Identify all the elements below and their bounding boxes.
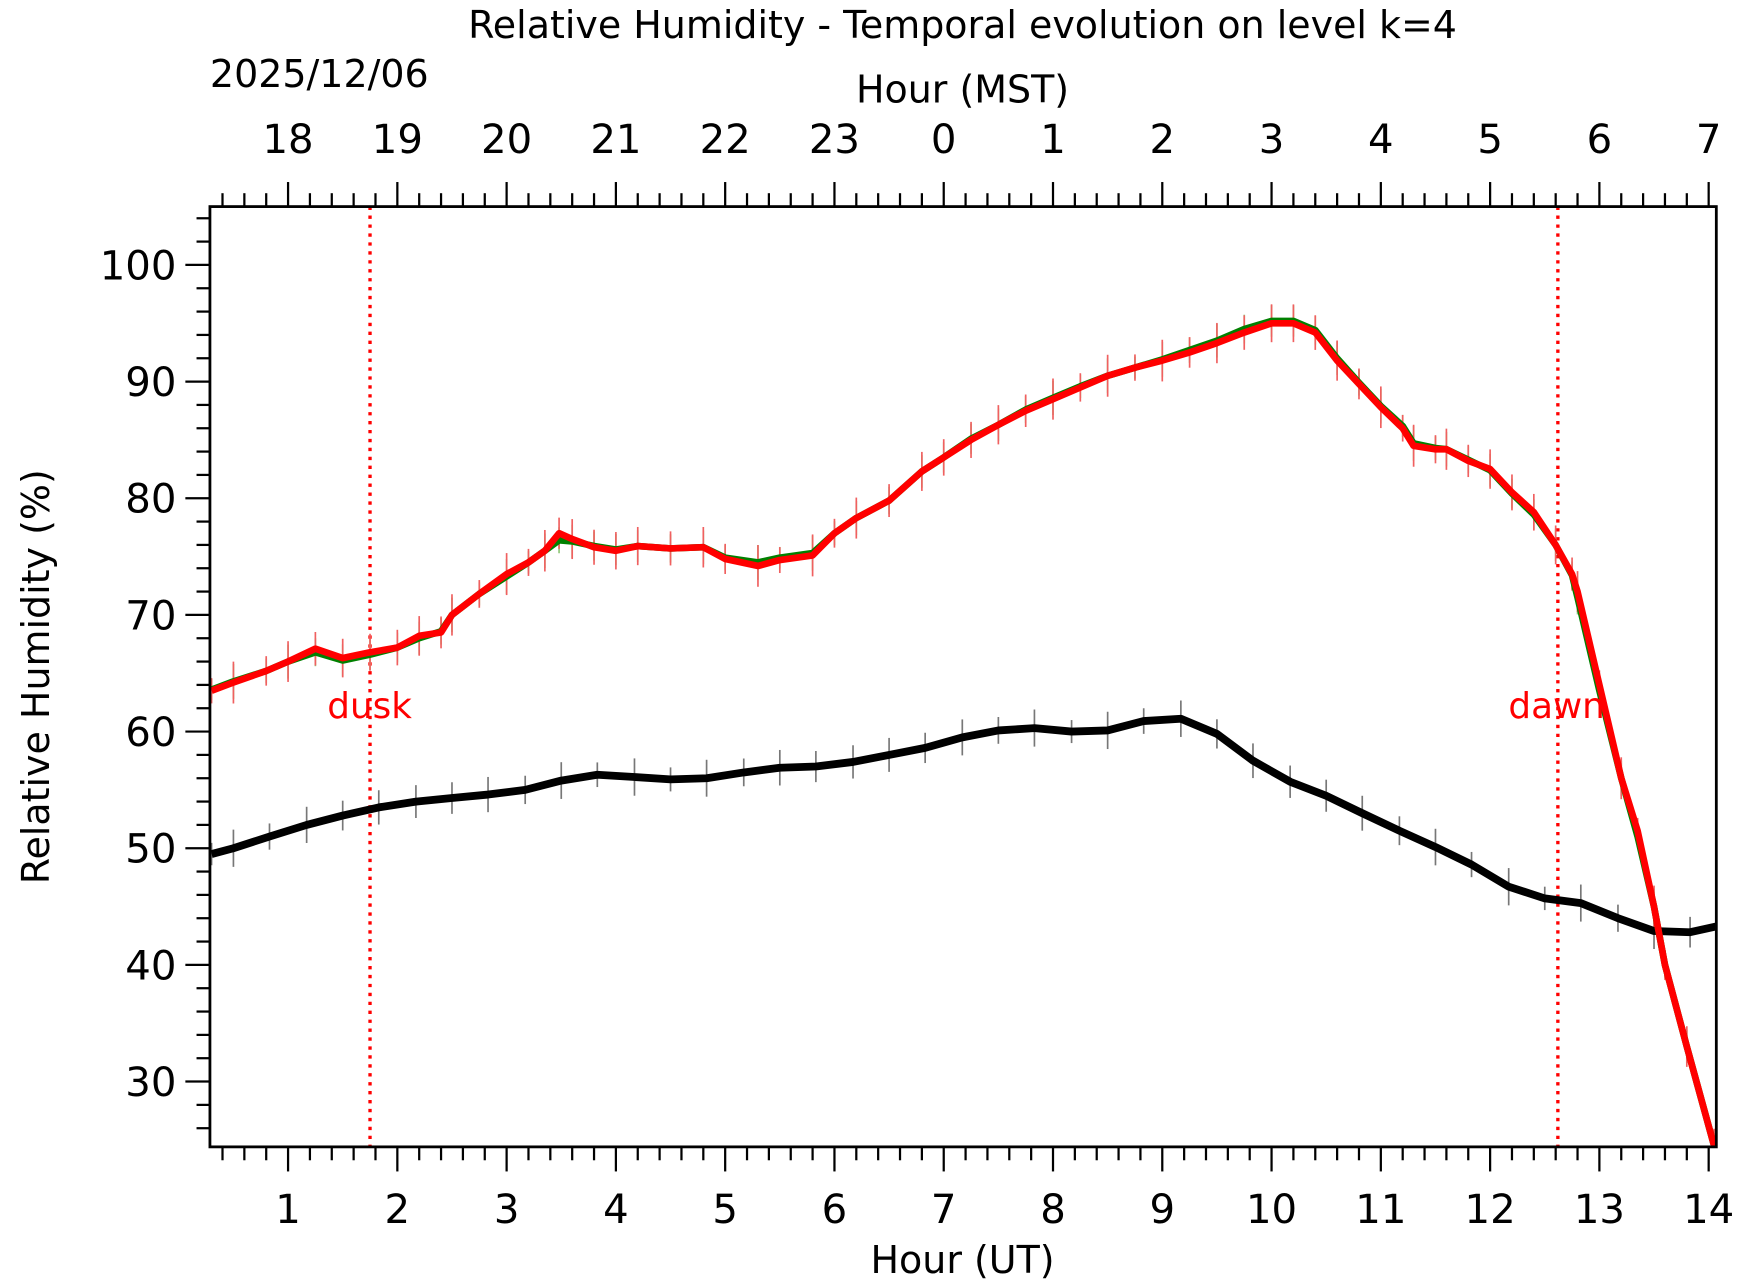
top-tick-label: 0 [931, 117, 957, 163]
y-tick-label: 40 [125, 943, 176, 989]
top-tick-label: 19 [372, 117, 423, 163]
x-axis-label: Hour (UT) [871, 1238, 1055, 1282]
x-tick-label: 6 [822, 1187, 848, 1233]
y-tick-label: 50 [125, 827, 176, 873]
x-tick-label: 13 [1574, 1187, 1625, 1233]
plot-layer [210, 206, 1717, 1147]
x-tick-label: 14 [1683, 1187, 1734, 1233]
date-label: 2025/12/06 [210, 52, 429, 96]
x-tick-label: 1 [275, 1187, 301, 1233]
top-tick-label: 2 [1149, 117, 1175, 163]
x-tick-label: 4 [603, 1187, 629, 1233]
top-tick-label: 20 [481, 117, 532, 163]
y-tick-label: 90 [125, 360, 176, 406]
y-tick-label: 100 [100, 243, 177, 289]
x-tick-label: 5 [712, 1187, 738, 1233]
top-tick-label: 22 [700, 117, 751, 163]
measured-line [210, 319, 1717, 1147]
y-tick-label: 30 [125, 1060, 176, 1106]
dusk-label: dusk [327, 686, 412, 727]
y-tick-label: 80 [125, 477, 176, 523]
top-tick-label: 21 [590, 117, 641, 163]
series-group [210, 304, 1717, 1147]
chart-title: Relative Humidity - Temporal evolution o… [468, 3, 1457, 47]
x-tick-label: 8 [1040, 1187, 1066, 1233]
top-tick-label: 5 [1477, 117, 1503, 163]
top-tick-label: 7 [1696, 117, 1722, 163]
x-tick-label: 11 [1355, 1187, 1406, 1233]
x-tick-label: 3 [494, 1187, 520, 1233]
x-tick-label: 9 [1149, 1187, 1175, 1233]
plot-frame [208, 205, 1718, 1149]
top-axis-label: Hour (MST) [856, 68, 1069, 112]
x-tick-label: 12 [1465, 1187, 1516, 1233]
y-axis-label: Relative Humidity (%) [14, 469, 58, 884]
top-tick-label: 4 [1368, 117, 1394, 163]
y-tick-label: 60 [125, 710, 176, 756]
top-tick-label: 3 [1259, 117, 1285, 163]
top-tick-label: 1 [1040, 117, 1066, 163]
reference-line [210, 714, 1717, 937]
x-tick-label: 2 [385, 1187, 411, 1233]
dawn-label: dawn [1508, 686, 1604, 727]
x-tick-label: 10 [1246, 1187, 1297, 1233]
top-tick-label: 18 [262, 117, 313, 163]
y-tick-label: 70 [125, 593, 176, 639]
top-tick-label: 23 [809, 117, 860, 163]
x-tick-label: 7 [931, 1187, 957, 1233]
top-tick-label: 6 [1587, 117, 1613, 163]
